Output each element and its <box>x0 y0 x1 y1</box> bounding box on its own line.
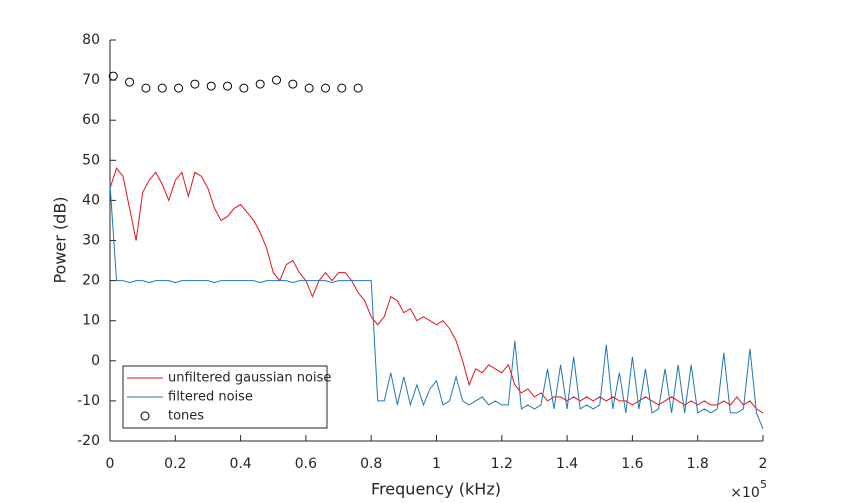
data-point <box>190 79 200 89</box>
legend-marker <box>140 411 150 421</box>
x-axis-label: Frequency (kHz) <box>371 480 501 499</box>
y-tick-label: 40 <box>82 192 100 208</box>
x-tick-label: 1.2 <box>491 456 513 472</box>
x-tick-label: 0.8 <box>360 456 382 472</box>
data-point <box>353 83 363 93</box>
data-point <box>108 71 118 81</box>
data-point <box>141 83 151 93</box>
data-point <box>223 81 233 91</box>
x-tick-label: 0.6 <box>295 456 317 472</box>
data-point <box>206 81 216 91</box>
data-point <box>288 79 298 89</box>
y-tick-label: 50 <box>82 152 100 168</box>
legend-label: unfiltered gaussian noise <box>168 371 331 386</box>
y-tick-label: -20 <box>77 433 100 449</box>
data-point <box>174 83 184 93</box>
y-tick-label: 60 <box>82 112 100 128</box>
data-line <box>109 184 764 430</box>
x-tick-label: 0.4 <box>229 456 251 472</box>
data-point <box>157 83 167 93</box>
x-tick-label: 1 <box>432 456 441 472</box>
x-multiplier-exponent: 5 <box>760 478 767 491</box>
x-tick-label: 1.8 <box>687 456 709 472</box>
legend-label: tones <box>168 409 204 424</box>
y-tick-label: 20 <box>82 273 100 289</box>
x-tick-label: 1.4 <box>556 456 578 472</box>
x-multiplier: ×10 <box>730 485 760 501</box>
data-point <box>125 77 135 87</box>
y-tick-label: 10 <box>82 313 100 329</box>
y-tick-label: 0 <box>91 353 100 369</box>
x-tick-label: 1.6 <box>621 456 643 472</box>
x-tick-label: 2 <box>759 456 768 472</box>
data-point <box>255 79 265 89</box>
data-point <box>337 83 347 93</box>
y-tick-label: 80 <box>82 32 100 48</box>
x-tick-label: 0 <box>106 456 115 472</box>
data-line <box>109 167 764 414</box>
data-point <box>320 83 330 93</box>
legend-label: filtered noise <box>168 390 253 405</box>
x-tick-label: 0.2 <box>164 456 186 472</box>
data-point <box>304 83 314 93</box>
data-point <box>272 75 282 85</box>
data-point <box>239 83 249 93</box>
y-axis-label: Power (dB) <box>51 196 70 283</box>
y-tick-label: 30 <box>82 233 100 249</box>
y-tick-label: 70 <box>82 72 100 88</box>
y-tick-label: -10 <box>77 393 100 409</box>
